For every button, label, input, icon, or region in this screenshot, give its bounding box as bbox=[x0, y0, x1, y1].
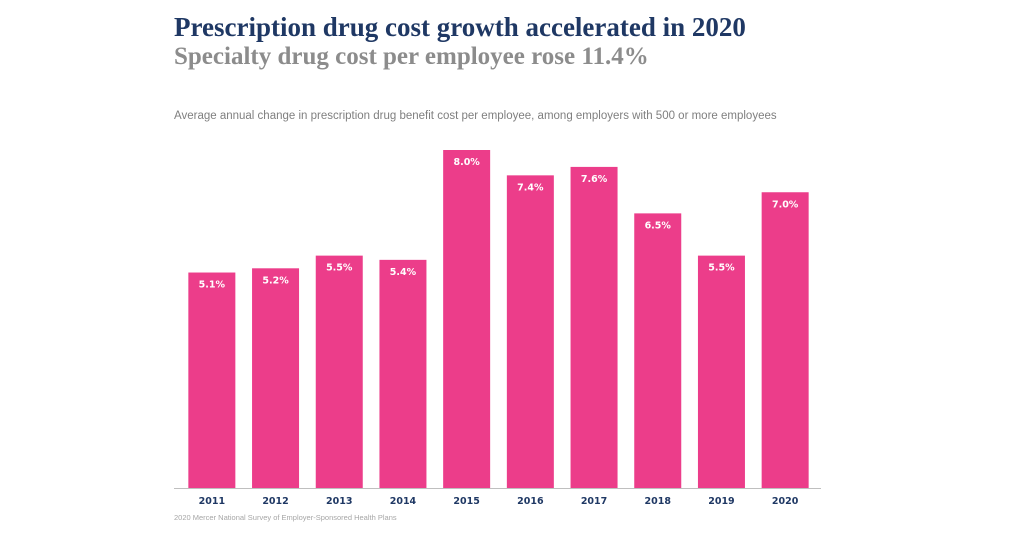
x-tick-label-2019: 2019 bbox=[708, 496, 734, 507]
bar-2018 bbox=[634, 213, 682, 488]
bar-2016 bbox=[506, 175, 554, 488]
x-tick-label-2016: 2016 bbox=[517, 496, 544, 507]
bar-value-label-2020: 7.0% bbox=[772, 199, 799, 210]
source-note: 2020 Mercer National Survey of Employer-… bbox=[174, 513, 397, 522]
bar-2015 bbox=[443, 150, 491, 488]
bar-value-label-2018: 6.5% bbox=[645, 220, 672, 231]
x-tick-label-2015: 2015 bbox=[453, 496, 479, 507]
chart-subtitle: Specialty drug cost per employee rose 11… bbox=[174, 43, 649, 70]
bar-2017 bbox=[570, 166, 618, 488]
bar-value-label-2011: 5.1% bbox=[199, 280, 226, 291]
bar-2013 bbox=[315, 255, 363, 488]
bar-value-label-2013: 5.5% bbox=[326, 263, 353, 274]
bar-value-label-2017: 7.6% bbox=[581, 174, 608, 185]
x-tick-label-2011: 2011 bbox=[199, 496, 225, 507]
chart-title: Prescription drug cost growth accelerate… bbox=[174, 12, 746, 42]
bar-2020 bbox=[761, 192, 809, 488]
x-tick-label-2018: 2018 bbox=[645, 496, 672, 507]
x-tick-label-2013: 2013 bbox=[326, 496, 352, 507]
bar-value-label-2014: 5.4% bbox=[390, 267, 417, 278]
bar-value-label-2015: 8.0% bbox=[453, 157, 480, 168]
x-tick-label-2014: 2014 bbox=[390, 496, 417, 507]
bar-value-label-2019: 5.5% bbox=[708, 263, 735, 274]
x-tick-label-2017: 2017 bbox=[581, 496, 607, 507]
x-tick-label-2020: 2020 bbox=[772, 496, 799, 507]
bar-2012 bbox=[252, 268, 300, 488]
bar-2014 bbox=[379, 259, 427, 488]
bar-value-label-2012: 5.2% bbox=[262, 275, 289, 286]
chart-caption: Average annual change in prescription dr… bbox=[174, 110, 777, 122]
bar-value-label-2016: 7.4% bbox=[517, 182, 544, 193]
bar-2019 bbox=[697, 255, 745, 488]
x-tick-label-2012: 2012 bbox=[262, 496, 288, 507]
bar-2011 bbox=[188, 272, 236, 488]
